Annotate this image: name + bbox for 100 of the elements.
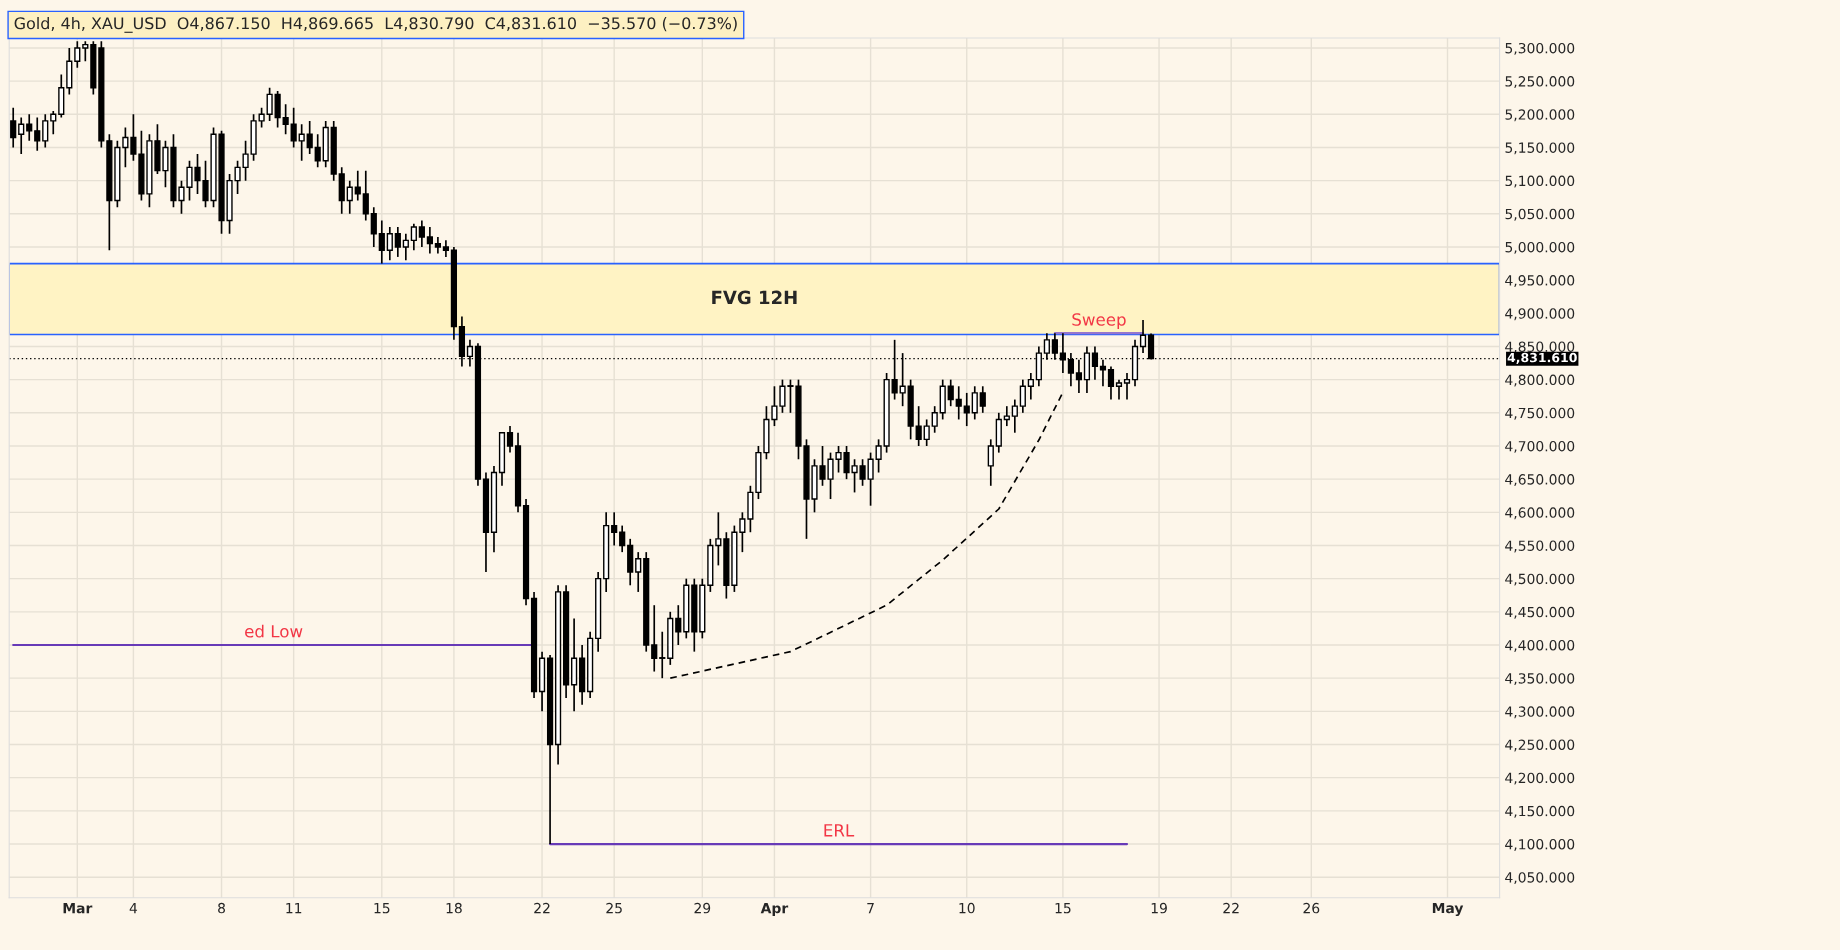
candlestick (1027, 372, 1034, 401)
y-tick-label: 4,750.000 (1505, 407, 1575, 420)
x-tick-label: 4 (129, 903, 138, 914)
candlestick (34, 116, 41, 152)
candlestick (50, 110, 57, 136)
y-tick-label: 4,050.000 (1505, 872, 1575, 885)
candlestick (122, 126, 129, 169)
y-tick-label: 4,300.000 (1505, 706, 1575, 719)
candlestick (18, 116, 25, 155)
candlestick (987, 438, 994, 487)
candlestick (26, 113, 33, 142)
x-tick-label: Mar (63, 903, 93, 914)
x-tick-label: May (1432, 902, 1464, 917)
y-tick-label: 4,200.000 (1505, 772, 1575, 785)
candlestick (130, 113, 137, 162)
candlestick (370, 206, 377, 248)
candlestick (266, 86, 273, 122)
y-tick-label: 4,100.000 (1505, 838, 1575, 851)
candlestick (739, 511, 746, 553)
candlestick (290, 106, 297, 149)
x-tick-label: 8 (218, 902, 226, 914)
candlestick (947, 378, 954, 408)
candlestick (955, 385, 962, 421)
y-tick-label: 5,050.000 (1505, 208, 1575, 221)
candlestick (10, 106, 17, 149)
candlestick (635, 551, 642, 593)
candlestick (971, 385, 978, 421)
y-tick-label: 4,800.000 (1505, 374, 1575, 387)
x-tick-label: 22 (1223, 902, 1239, 914)
candlestick (875, 438, 882, 474)
y-tick-label: 5,250.000 (1505, 76, 1575, 89)
x-tick-label: 10 (959, 902, 975, 914)
candlestick (923, 418, 930, 447)
y-tick-label: 4,600.000 (1505, 507, 1575, 520)
candlestick (1043, 332, 1050, 361)
series-label: Sweep (1072, 313, 1126, 330)
candlestick (1139, 319, 1147, 354)
y-tick-label: 5,200.000 (1505, 109, 1575, 122)
candlestick (931, 405, 938, 434)
band-label: FVG 12H (712, 290, 797, 305)
candlestick (1091, 345, 1099, 381)
candlestick (394, 226, 401, 258)
candlestick (915, 405, 922, 447)
x-tick-label: 7 (867, 903, 874, 914)
candlestick (386, 226, 393, 262)
candlestick (378, 219, 385, 265)
y-tick-label: 4,550.000 (1505, 540, 1575, 553)
y-tick-label: 4,450.000 (1505, 606, 1575, 619)
line-series (669, 391, 1064, 680)
y-tick-label: 5,300.000 (1505, 42, 1575, 55)
y-tick-label: 4,150.000 (1505, 805, 1575, 818)
y-tick-label: 4,500.000 (1505, 573, 1575, 586)
candlestick (410, 222, 417, 252)
candlestick (675, 604, 682, 646)
candlestick (362, 169, 369, 222)
y-tick-label: 4,650.000 (1505, 474, 1575, 487)
y-tick-label: 4,900.000 (1505, 308, 1575, 321)
y-tick-label: 4,950.000 (1505, 275, 1575, 288)
candlestick (42, 113, 49, 149)
candlestick (979, 385, 986, 414)
candlestick (715, 511, 722, 567)
x-tick-label: 15 (1055, 903, 1071, 914)
chart-title: Gold, 4h, XAU_USD O4,867.150 H4,869.665 L4,830.790 C4,831.610 −35.570 (−0.73%) (14, 16, 737, 33)
candlestick (963, 392, 970, 427)
x-tick-label: 25 (606, 902, 622, 914)
x-tick-label: 29 (694, 902, 711, 914)
candlestick (298, 123, 305, 162)
y-tick-label: 5,100.000 (1505, 175, 1575, 188)
series-label: ERL (824, 824, 855, 837)
x-tick-label: Apr (760, 903, 789, 917)
y-tick-label: 5,150.000 (1505, 142, 1575, 155)
x-tick-label: 19 (1151, 902, 1167, 914)
candlestick (659, 630, 666, 680)
x-tick-label: 26 (1303, 902, 1320, 914)
candlestick (1107, 365, 1115, 401)
y-tick-label: 4,350.000 (1505, 673, 1575, 686)
candlestick (1051, 332, 1058, 361)
candlestick (258, 106, 265, 129)
x-tick-label: 11 (286, 903, 302, 914)
candlestick (74, 40, 81, 69)
candlestick (506, 425, 514, 454)
candlestick (274, 90, 281, 129)
x-tick-label: 15 (374, 903, 390, 914)
candlestick (1115, 378, 1123, 401)
candlestick (1075, 358, 1083, 394)
ref-line-label: 4,831.610 (1507, 352, 1577, 364)
candlestick (611, 511, 618, 547)
x-tick-label: 18 (446, 902, 462, 914)
candlestick (346, 179, 353, 215)
candlestick (1123, 372, 1131, 401)
candlestick (306, 120, 313, 155)
candlestick (402, 232, 409, 262)
series-label: ed Low (245, 624, 303, 638)
y-tick-label: 4,250.000 (1505, 739, 1575, 752)
y-tick-label: 4,700.000 (1505, 440, 1575, 453)
candlestick (314, 133, 321, 169)
candlestick (651, 604, 658, 673)
candlestick (1011, 398, 1018, 434)
candlestick (426, 226, 433, 255)
candlestick (82, 40, 89, 63)
